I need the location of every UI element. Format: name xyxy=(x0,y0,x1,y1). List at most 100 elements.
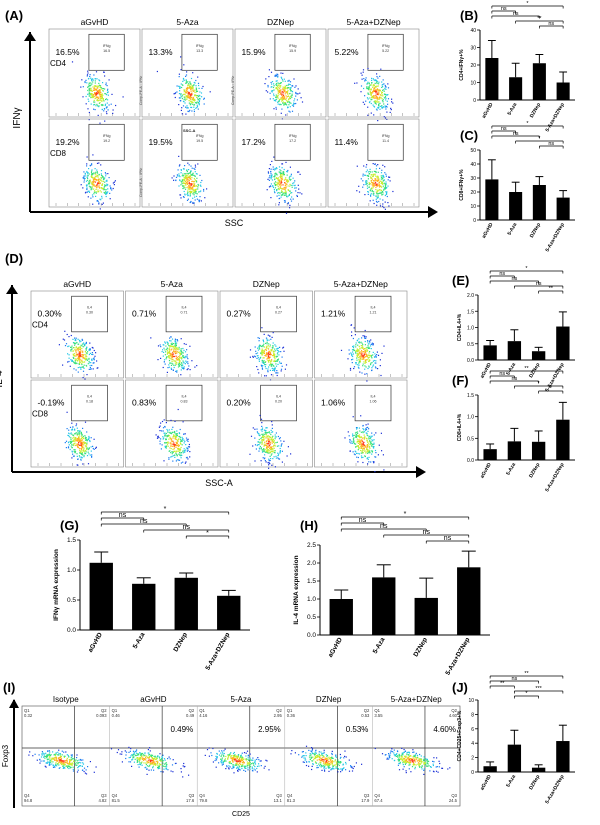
density-dot xyxy=(172,451,174,454)
density-dot xyxy=(157,768,159,770)
density-dot xyxy=(355,346,357,348)
density-dot xyxy=(190,87,192,89)
density-dot xyxy=(82,187,84,189)
density-dot xyxy=(99,122,101,124)
density-dot xyxy=(101,104,103,106)
gate-percent: 0.49% xyxy=(171,725,194,734)
density-dot xyxy=(125,754,127,756)
density-dot xyxy=(74,429,76,431)
density-dot xyxy=(261,443,263,445)
density-dot xyxy=(168,360,171,362)
density-dot xyxy=(86,74,89,76)
density-dot xyxy=(196,104,198,106)
density-dot xyxy=(179,352,181,354)
density-dot xyxy=(280,174,282,176)
density-dot xyxy=(268,351,270,354)
density-dot xyxy=(183,79,185,81)
density-dot xyxy=(156,762,158,764)
density-dot xyxy=(169,447,171,449)
density-dot xyxy=(75,347,77,349)
density-dot xyxy=(193,202,195,204)
density-dot xyxy=(280,370,282,372)
density-dot xyxy=(373,90,375,92)
density-dot xyxy=(275,100,277,102)
density-dot xyxy=(74,433,76,435)
density-dot xyxy=(269,351,271,353)
density-dot xyxy=(376,89,378,91)
density-dot xyxy=(289,111,291,113)
density-dot xyxy=(102,183,104,185)
density-dot xyxy=(289,204,291,206)
density-dot xyxy=(67,447,70,449)
density-dot xyxy=(180,69,182,71)
density-dot xyxy=(261,439,264,441)
density-dot xyxy=(98,102,100,104)
density-dot xyxy=(174,362,176,364)
group-title: 5-Aza xyxy=(161,279,183,289)
density-dot xyxy=(258,447,260,449)
quadrant-text: Q4 xyxy=(199,793,205,798)
density-dot xyxy=(189,369,191,371)
density-dot xyxy=(148,761,150,763)
density-dot xyxy=(257,368,259,371)
density-dot xyxy=(66,411,68,413)
density-dot xyxy=(100,173,102,175)
density-dot xyxy=(281,94,283,96)
density-dot xyxy=(100,179,102,181)
density-dot xyxy=(261,427,264,429)
density-dot xyxy=(79,441,82,443)
density-dot xyxy=(287,95,289,97)
density-dot xyxy=(375,175,377,177)
density-dot xyxy=(368,352,370,354)
density-dot xyxy=(189,82,191,84)
density-dot xyxy=(268,168,270,170)
density-dot xyxy=(181,84,183,86)
density-dot xyxy=(271,349,273,351)
density-dot xyxy=(171,428,173,430)
density-dot xyxy=(41,751,43,753)
density-dot xyxy=(85,437,87,440)
density-dot xyxy=(134,754,137,756)
density-dot xyxy=(262,438,265,441)
density-dot xyxy=(173,366,175,369)
density-dot xyxy=(189,81,191,83)
density-dot xyxy=(59,767,61,769)
quadrant-text: 2.95 xyxy=(274,713,283,718)
density-dot xyxy=(71,433,73,435)
density-dot xyxy=(168,350,171,352)
density-dot xyxy=(194,181,196,183)
density-dot xyxy=(83,454,85,456)
y-axis-arrowhead xyxy=(6,285,18,294)
density-dot xyxy=(88,100,90,102)
density-dot xyxy=(375,97,377,99)
density-dot xyxy=(378,92,380,94)
density-dot xyxy=(367,446,369,448)
density-dot xyxy=(193,191,195,193)
density-dot xyxy=(88,88,90,90)
density-dot xyxy=(281,461,283,463)
density-dot xyxy=(194,100,196,102)
density-dot xyxy=(377,77,379,79)
density-dot xyxy=(276,184,278,186)
density-dot xyxy=(263,443,265,445)
density-dot xyxy=(75,355,77,357)
density-dot xyxy=(258,340,260,342)
density-dot xyxy=(352,349,354,351)
density-dot xyxy=(104,104,106,106)
density-dot xyxy=(98,82,100,84)
density-dot xyxy=(281,176,283,178)
density-dot xyxy=(105,98,107,101)
density-dot xyxy=(71,754,73,756)
density-dot xyxy=(264,349,266,351)
density-dot xyxy=(274,184,276,186)
density-dot xyxy=(274,192,276,194)
density-dot xyxy=(355,431,357,433)
density-dot xyxy=(175,433,177,435)
density-dot xyxy=(180,369,182,371)
density-dot xyxy=(376,82,378,85)
density-dot xyxy=(180,374,182,376)
density-dot xyxy=(96,93,98,95)
density-dot xyxy=(183,168,185,170)
density-dot xyxy=(381,175,384,177)
density-dot xyxy=(169,362,171,364)
